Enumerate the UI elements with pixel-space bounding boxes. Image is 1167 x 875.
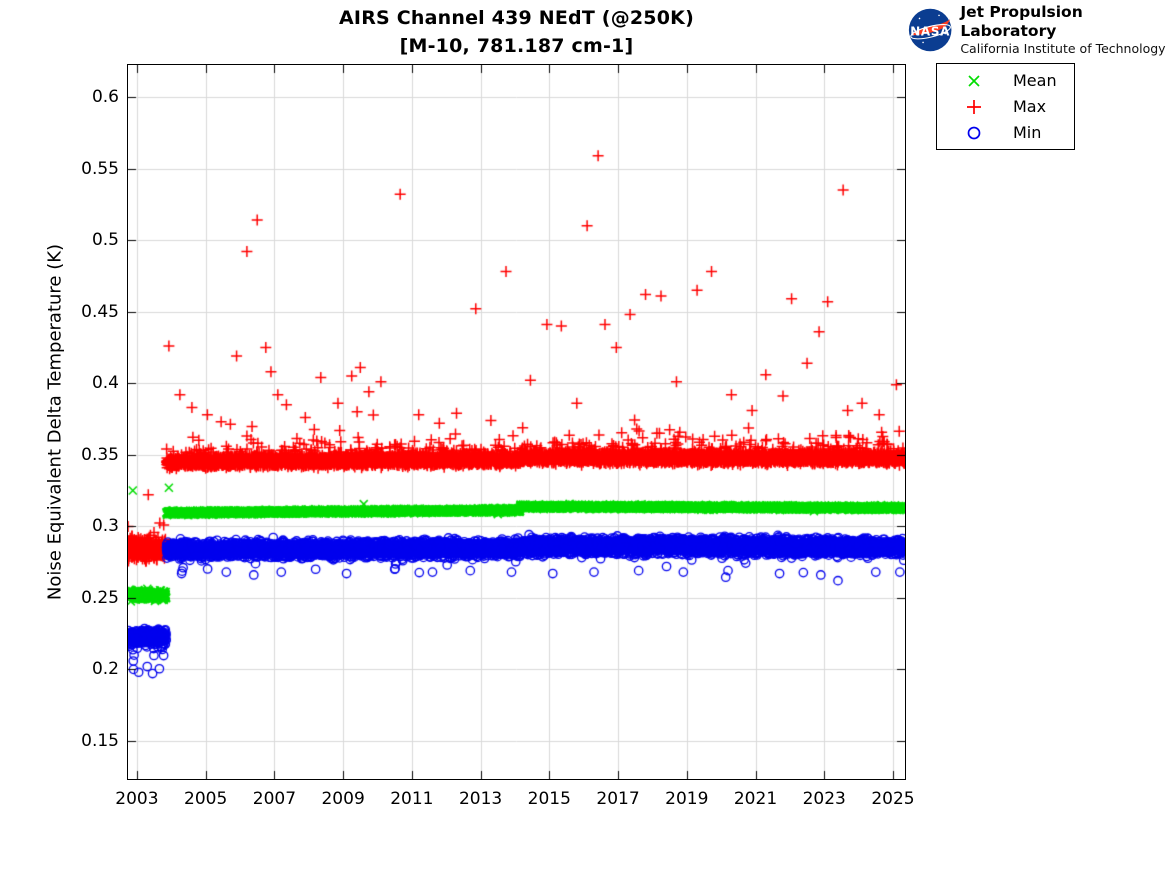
y-tick-0.45: 0.45 — [81, 301, 119, 322]
x-tick-2005: 2005 — [184, 789, 228, 809]
y-tick-0.2: 0.2 — [91, 659, 119, 680]
nasa-orbit — [910, 24, 951, 40]
legend-item-min: Min — [937, 120, 1074, 146]
y-axis-label: Noise Equivalent Delta Temperature (K) — [44, 243, 66, 601]
legend-mean-marker-icon — [968, 74, 980, 87]
x-tick-2015: 2015 — [527, 789, 571, 809]
plot-area — [127, 64, 906, 780]
x-tick-2017: 2017 — [596, 789, 640, 809]
x-tick-2009: 2009 — [321, 789, 365, 809]
y-tick-0.6: 0.6 — [91, 87, 119, 108]
y-tick-0.3: 0.3 — [91, 516, 119, 537]
y-tick-0.15: 0.15 — [81, 730, 119, 751]
x-tick-2023: 2023 — [802, 789, 846, 809]
x-tick-2025: 2025 — [871, 789, 915, 809]
x-tick-2021: 2021 — [733, 789, 778, 809]
legend-max-marker-icon — [967, 99, 981, 114]
jpl-name: Jet Propulsion Laboratory — [960, 3, 1083, 40]
y-tick-0.55: 0.55 — [81, 158, 119, 179]
legend-max-label: Max — [1013, 97, 1047, 116]
x-tick-2013: 2013 — [458, 789, 503, 809]
jpl-subtitle: California Institute of Technology — [960, 41, 1166, 56]
x-tick-2003: 2003 — [115, 789, 159, 809]
nasa-logo-text: NASA — [910, 24, 950, 38]
legend-min-marker-icon — [967, 126, 981, 139]
x-tick-2007: 2007 — [252, 789, 297, 809]
y-tick-0.5: 0.5 — [91, 230, 119, 251]
jpl-logo: NASA Jet Propulsion Laboratory Californi… — [908, 3, 1167, 57]
y-tick-0.35: 0.35 — [81, 444, 119, 465]
x-tick-2019: 2019 — [665, 789, 709, 809]
chart-subtitle: [M-10, 781.187 cm-1] — [399, 35, 634, 57]
legend-mean-label: Mean — [1013, 71, 1057, 90]
y-tick-0.4: 0.4 — [91, 373, 119, 394]
legend-item-mean: Mean — [937, 68, 1074, 94]
nasa-swoosh — [910, 19, 951, 36]
scatter-plot-canvas — [128, 65, 905, 779]
legend-min-label: Min — [1013, 123, 1042, 142]
nasa-meatball-icon: NASA — [908, 8, 952, 52]
legend: Mean Max Min — [936, 63, 1075, 150]
y-tick-0.25: 0.25 — [81, 587, 119, 608]
legend-item-max: Max — [937, 94, 1074, 120]
chart-title: AIRS Channel 439 NEdT (@250K) — [339, 7, 694, 29]
x-tick-2011: 2011 — [390, 789, 434, 809]
